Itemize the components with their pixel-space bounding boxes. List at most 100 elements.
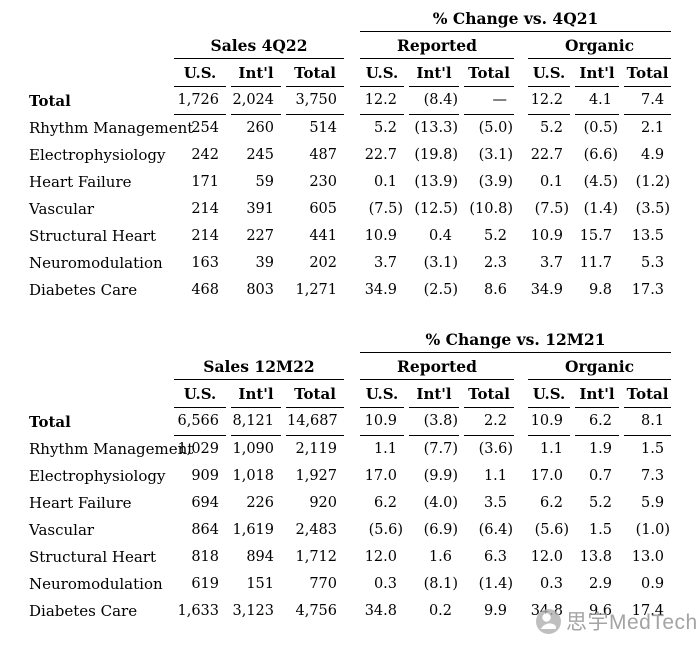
table-row: Structural Heart 818 894 1,712 12.0 1.6 6.3 12.… xyxy=(29,544,671,571)
value-cell: 12.0 xyxy=(364,549,397,565)
value-cell: 4,756 xyxy=(295,603,337,619)
column-header: Total xyxy=(286,380,344,408)
value-cell: (19.8) xyxy=(414,147,458,163)
row-label: Structural Heart xyxy=(29,227,157,245)
column-gap xyxy=(349,250,355,277)
organic-group-header: Organic xyxy=(528,32,672,59)
column-gap xyxy=(519,436,523,463)
value-cell: 6,566 xyxy=(174,408,226,436)
table-row: Electrophysiology 909 1,018 1,927 17.0 (9.9) 1… xyxy=(29,463,671,490)
value-cell: 10.9 xyxy=(360,408,404,436)
value-cell: 694 xyxy=(191,495,219,511)
value-cell: (9.9) xyxy=(423,468,458,484)
value-cell: 59 xyxy=(255,174,274,190)
column-header: Int'l xyxy=(575,380,619,408)
value-cell: 5.2 xyxy=(483,228,507,244)
value-cell: (13.9) xyxy=(414,174,458,190)
value-cell: (5.0) xyxy=(478,120,513,136)
value-cell: 1,018 xyxy=(232,468,274,484)
column-header: Int'l xyxy=(409,380,459,408)
row-label: Total xyxy=(29,92,71,110)
value-cell: (3.9) xyxy=(478,174,513,190)
table-row: Rhythm Management 1,029 1,090 2,119 1.1 (7.7)… xyxy=(29,436,671,463)
value-cell: 13.5 xyxy=(631,228,665,244)
column-gap xyxy=(349,277,355,304)
value-cell: 3,123 xyxy=(232,603,274,619)
column-header: Int'l xyxy=(231,59,281,87)
value-cell: 6.3 xyxy=(483,549,507,565)
value-cell: (3.1) xyxy=(423,255,458,271)
change-vs-header: % Change vs. 4Q21 xyxy=(360,5,672,32)
value-cell: 3.7 xyxy=(539,255,563,271)
value-cell: 34.9 xyxy=(364,282,397,298)
value-cell: 391 xyxy=(246,201,274,217)
column-header: Total xyxy=(624,59,672,87)
value-cell: 2.2 xyxy=(464,408,514,436)
column-header: U.S. xyxy=(174,380,226,408)
value-cell: 3.7 xyxy=(373,255,397,271)
value-cell: 2.9 xyxy=(588,576,612,592)
group-header-row: Sales 4Q22 Reported Organic xyxy=(29,32,672,59)
table-row: Total 1,726 2,024 3,750 12.2 (8.4) —12.2 4.1 7.4 xyxy=(29,87,672,115)
row-label: Vascular xyxy=(29,200,95,218)
value-cell: 5.2 xyxy=(373,120,397,136)
sales-table-12m22: % Change vs. 12M21 Sales 12M22 Reported Org… xyxy=(24,326,676,625)
row-label: Neuromodulation xyxy=(29,575,163,593)
value-cell: 1,271 xyxy=(295,282,337,298)
value-cell: 1,726 xyxy=(174,87,226,115)
value-cell: 2,119 xyxy=(295,441,337,457)
table-row: Rhythm Management 254 260 514 5.2 (13.3) (5.0)… xyxy=(29,115,671,142)
column-gap xyxy=(519,250,523,277)
value-cell: (6.6) xyxy=(583,147,618,163)
value-cell: 8,121 xyxy=(231,408,281,436)
value-cell: 0.2 xyxy=(428,603,452,619)
value-cell: 0.9 xyxy=(640,576,665,592)
column-header-row: U.S. Int'l Total U.S. Int'l Total U.S. Int'l Tot… xyxy=(29,59,672,87)
column-header: U.S. xyxy=(174,59,226,87)
sales-group-header: Sales 12M22 xyxy=(174,353,344,380)
value-cell: 2.3 xyxy=(483,255,507,271)
value-cell: 3,750 xyxy=(286,87,344,115)
value-cell: 0.7 xyxy=(588,468,612,484)
value-cell: 6.2 xyxy=(539,495,563,511)
row-label: Diabetes Care xyxy=(29,281,138,299)
organic-group-header: Organic xyxy=(528,353,672,380)
value-cell: 242 xyxy=(191,147,219,163)
column-gap xyxy=(349,598,355,625)
value-cell: 13.0 xyxy=(631,549,665,565)
column-gap xyxy=(349,436,355,463)
value-cell: (4.5) xyxy=(583,174,618,190)
value-cell: 7.3 xyxy=(640,468,665,484)
column-gap xyxy=(519,169,523,196)
column-gap xyxy=(519,353,523,380)
value-cell: 17.4 xyxy=(631,603,665,619)
value-cell: (5.6) xyxy=(368,522,403,538)
column-gap xyxy=(349,115,355,142)
column-gap xyxy=(519,571,523,598)
value-cell: 1.1 xyxy=(373,441,397,457)
column-gap xyxy=(519,408,523,436)
value-cell: 619 xyxy=(191,576,219,592)
column-gap xyxy=(349,196,355,223)
value-cell: — xyxy=(464,87,514,115)
value-cell: (13.3) xyxy=(414,120,458,136)
row-label: Rhythm Management xyxy=(29,440,194,458)
row-label: Rhythm Management xyxy=(29,119,194,137)
value-cell: 10.9 xyxy=(528,408,570,436)
value-cell: 2.1 xyxy=(640,120,665,136)
table-row: Vascular 864 1,619 2,483 (5.6) (6.9) (6.4) (5.6… xyxy=(29,517,671,544)
value-cell: 10.9 xyxy=(364,228,397,244)
value-cell: 227 xyxy=(246,228,274,244)
value-cell: 894 xyxy=(246,549,274,565)
value-cell: 468 xyxy=(191,282,219,298)
column-gap xyxy=(519,59,523,87)
value-cell: 34.8 xyxy=(530,603,563,619)
column-gap xyxy=(349,32,355,59)
value-cell: 5.2 xyxy=(539,120,563,136)
column-gap xyxy=(349,380,355,408)
value-cell: 514 xyxy=(309,120,337,136)
row-label: Vascular xyxy=(29,521,95,539)
value-cell: 1.6 xyxy=(428,549,452,565)
value-cell: 5.9 xyxy=(640,495,665,511)
value-cell: 487 xyxy=(309,147,337,163)
